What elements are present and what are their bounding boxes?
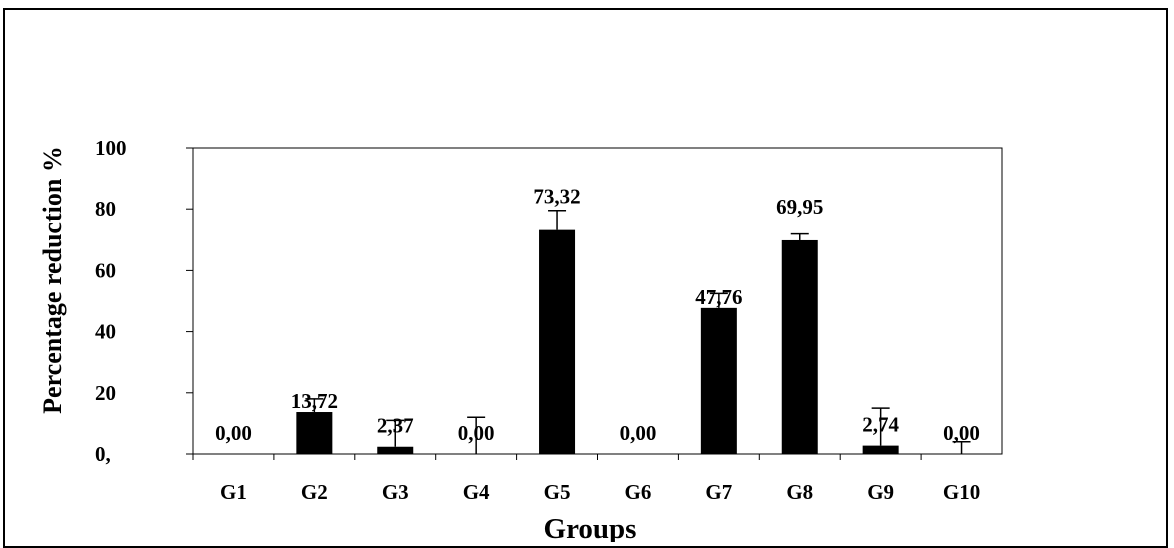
data-label: 13,72 — [291, 389, 338, 413]
data-label: 73,32 — [533, 185, 580, 209]
x-tick-label: G5 — [544, 480, 571, 504]
y-tick-label: 20 — [95, 381, 116, 405]
y-tick-label: 100 — [95, 136, 127, 160]
y-tick-label: 80 — [95, 197, 116, 221]
data-label: 0,00 — [943, 421, 980, 445]
x-axis: G1 G2 G3 G4 G5 G6 G7 G8 G9 G10 — [192, 454, 980, 504]
x-tick-label: G8 — [786, 480, 813, 504]
x-axis-title: Groups — [544, 513, 637, 542]
chart-frame: 0, 20 40 60 80 100 G1 G2 G3 G4 G5 G6 G7 G8 G9 G10 0,00… — [3, 8, 1168, 548]
x-tick-label: G3 — [382, 480, 409, 504]
x-tick-label: G2 — [301, 480, 328, 504]
data-label: 0,00 — [620, 421, 657, 445]
bar — [296, 412, 333, 454]
data-label: 0,00 — [458, 421, 495, 445]
x-tick-label: G4 — [463, 480, 490, 504]
x-tick-label: G1 — [220, 480, 247, 504]
data-labels: 0,00 13,72 2,37 0,00 73,32 0,00 47,76 69,95 2,74… — [215, 185, 980, 445]
bar — [539, 229, 576, 454]
bar — [781, 239, 818, 454]
x-tick-label: G9 — [867, 480, 894, 504]
y-axis-title: Percentage reduction % — [38, 146, 67, 414]
bar-chart: 0, 20 40 60 80 100 G1 G2 G3 G4 G5 G6 G7 G8 G9 G10 0,00… — [38, 136, 1003, 542]
bars — [296, 229, 899, 454]
x-tick-label: G10 — [943, 480, 980, 504]
x-tick-label: G6 — [625, 480, 652, 504]
y-axis: 0, 20 40 60 80 100 — [95, 136, 193, 466]
bar — [377, 446, 414, 454]
y-tick-label: 60 — [95, 258, 116, 282]
y-tick-label: 0, — [95, 442, 111, 466]
bar — [700, 307, 737, 454]
x-tick-label: G7 — [705, 480, 732, 504]
data-label: 47,76 — [695, 285, 742, 309]
bar — [862, 445, 899, 454]
data-label: 2,74 — [862, 413, 899, 437]
data-label: 0,00 — [215, 421, 252, 445]
y-tick-label: 40 — [95, 320, 116, 344]
error-bars — [305, 209, 971, 454]
data-label: 69,95 — [776, 195, 823, 219]
data-label: 2,37 — [377, 414, 414, 438]
